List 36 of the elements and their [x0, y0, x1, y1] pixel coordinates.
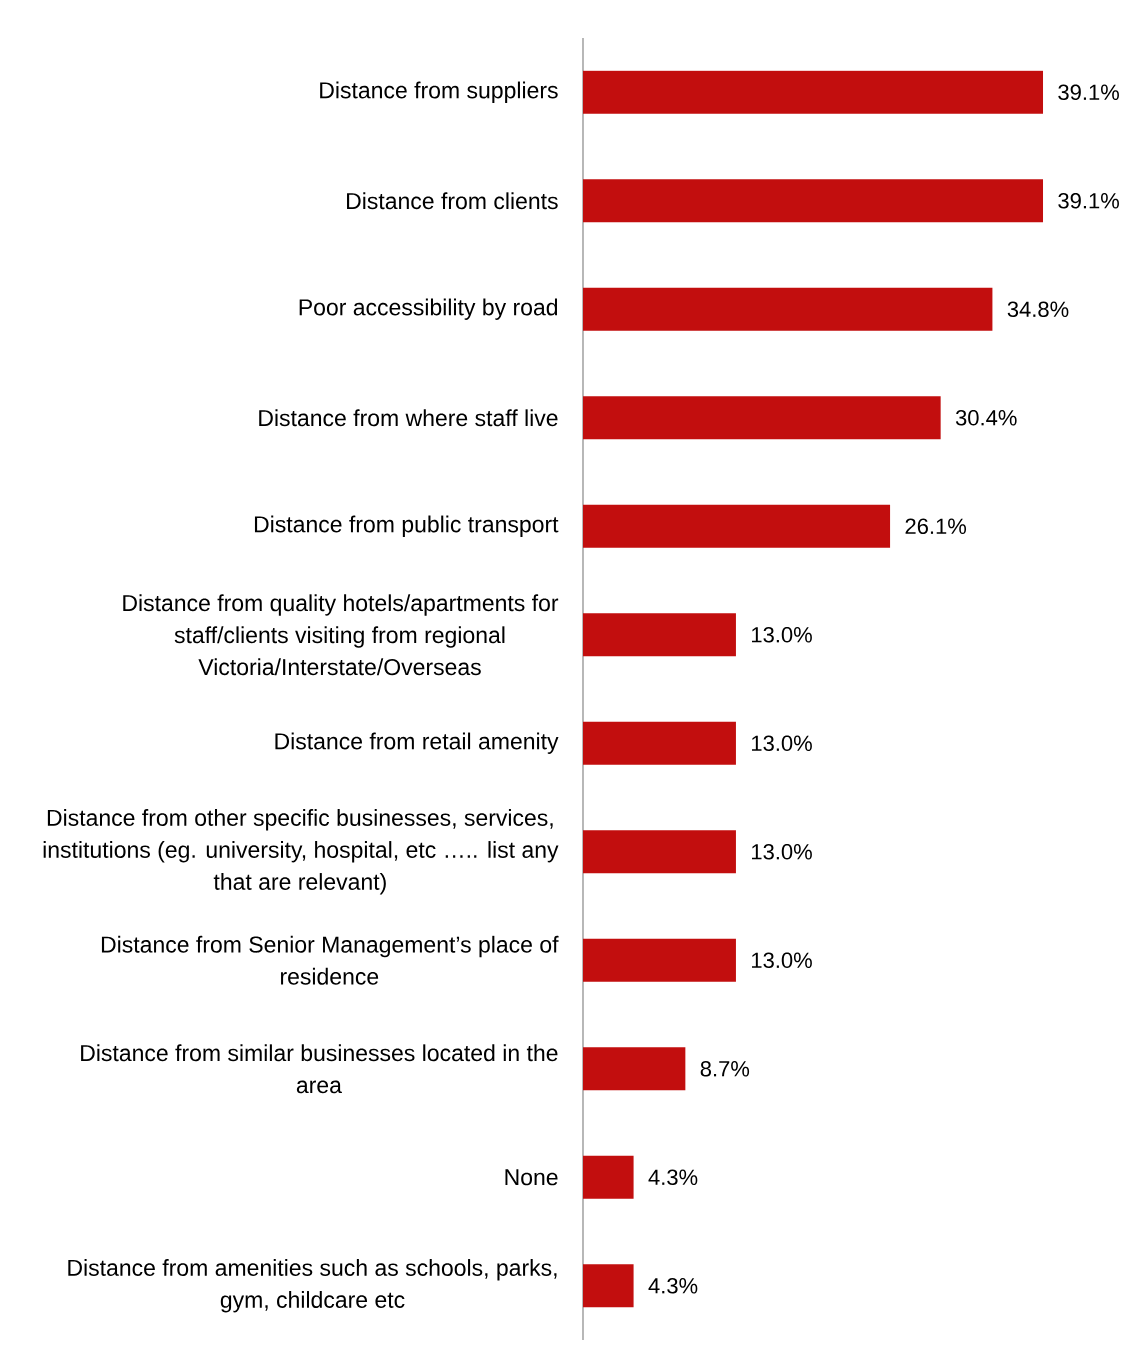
data-label: 13.0%: [752, 952, 812, 969]
bar: [583, 504, 891, 548]
bar: [583, 1047, 686, 1091]
y-tick-label: None: [505, 1169, 558, 1186]
bar: [583, 830, 736, 874]
y-tick-label: Distance from other specific businesses, services, institutions (eg. university, hospital, etc ….. list any that are relevant): [43, 809, 559, 895]
data-label: 39.1%: [1058, 84, 1119, 101]
y-tick-label: Distance from clients: [347, 192, 558, 210]
bar: [583, 1264, 634, 1308]
data-label: 34.8%: [1007, 301, 1069, 318]
bar: [583, 396, 941, 440]
y-tick-label: Distance from retail amenity: [275, 732, 559, 754]
data-label: 13.0%: [752, 735, 812, 752]
data-label: 26.1%: [905, 518, 967, 535]
bar: [583, 70, 1044, 114]
data-label: 4.3%: [648, 1169, 698, 1186]
bar: [583, 938, 736, 982]
data-label: 30.4%: [955, 409, 1017, 426]
y-tick-label: Distance from public transport: [254, 515, 559, 537]
y-tick-label: Distance from suppliers: [320, 81, 558, 103]
data-label: 39.1%: [1058, 192, 1119, 209]
y-tick-label: Distance from Senior Management’s place of residence: [101, 935, 559, 985]
y-tick-label: Distance from quality hotels/apartments for staff/clients visiting from regional Victoria/Interstate/Overseas: [123, 594, 559, 676]
data-label: 13.0%: [752, 626, 812, 643]
bar: [583, 287, 993, 331]
data-label: 4.3%: [648, 1278, 698, 1294]
data-label: 13.0%: [752, 843, 812, 860]
y-tick-label: Poor accessibility by road: [299, 298, 558, 320]
bar: [583, 179, 1044, 223]
bar: [583, 613, 736, 657]
y-tick-label: Distance from where staff live: [259, 409, 558, 427]
y-tick-label: Distance from similar businesses located in the area: [81, 1044, 558, 1094]
y-tick-label: Distance from amenities such as schools, parks, gym, childcare etc: [68, 1259, 557, 1313]
bar: [583, 721, 736, 765]
bar: [583, 1155, 634, 1199]
data-label: 8.7%: [700, 1061, 750, 1077]
